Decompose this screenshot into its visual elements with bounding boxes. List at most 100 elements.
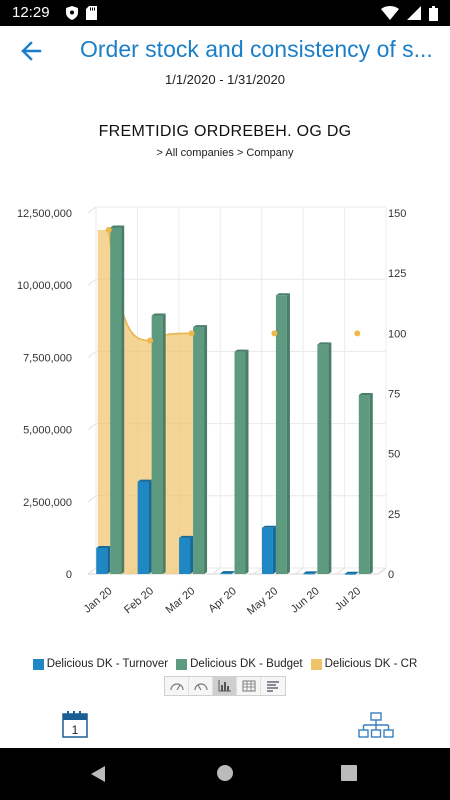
x-tick-label: Apr 20 bbox=[206, 585, 239, 615]
bar-budget-top bbox=[151, 313, 166, 316]
y-right-tick-label: 75 bbox=[388, 389, 400, 401]
legend-item-cr[interactable]: Delicious DK - CR bbox=[310, 658, 418, 670]
bar-turnover-side bbox=[107, 546, 111, 574]
chart-breadcrumb[interactable]: > All companies > Company bbox=[156, 147, 294, 159]
bar-budget-top bbox=[317, 342, 332, 345]
status-bar: 12:29 bbox=[0, 0, 450, 26]
x-tick-label: Jun 20 bbox=[289, 585, 322, 615]
nav-back-icon[interactable] bbox=[89, 764, 107, 784]
y-right-tick-label: 25 bbox=[388, 509, 400, 521]
bar-turnover bbox=[179, 537, 191, 574]
calendar-button[interactable]: 1 bbox=[62, 710, 88, 738]
bar-budget-top bbox=[358, 392, 373, 395]
y-left-tick-label: 7,500,000 bbox=[23, 352, 72, 364]
hierarchy-button[interactable] bbox=[358, 712, 394, 738]
bar-budget-side bbox=[121, 225, 125, 574]
bar-turnover-side bbox=[314, 571, 318, 574]
bar-turnover-top bbox=[179, 535, 194, 538]
bar-budget-side bbox=[204, 325, 208, 574]
bar-turnover-top bbox=[344, 571, 359, 574]
legend-swatch-budget bbox=[176, 658, 188, 670]
cr-point bbox=[354, 330, 361, 337]
bar-turnover bbox=[261, 527, 273, 574]
grid-depth-line bbox=[87, 423, 97, 431]
grid-floor-line bbox=[336, 567, 345, 575]
legend-label-budget: Delicious DK - Budget bbox=[190, 658, 303, 670]
bar-budget-top bbox=[275, 293, 290, 296]
table-icon bbox=[242, 680, 255, 692]
legend: Delicious DK - Turnover Delicious DK - B… bbox=[0, 658, 450, 670]
bar-budget bbox=[193, 327, 205, 574]
gauge-icon bbox=[169, 683, 184, 691]
x-tick-label: Feb 20 bbox=[122, 585, 156, 616]
bar-turnover bbox=[303, 573, 315, 575]
x-tick-label: Mar 20 bbox=[164, 585, 198, 616]
cr-point bbox=[188, 330, 195, 337]
grid-depth-line bbox=[87, 278, 97, 286]
gauge-button[interactable] bbox=[165, 677, 189, 695]
gauge-alt-button[interactable] bbox=[189, 677, 213, 695]
x-axis-depth bbox=[377, 567, 387, 575]
y-left-tick-label: 0 bbox=[66, 569, 72, 581]
bar-turnover-top bbox=[137, 479, 152, 482]
bar-turnover bbox=[137, 481, 149, 574]
calendar-day: 1 bbox=[72, 723, 79, 737]
wifi-icon bbox=[381, 6, 399, 20]
calendar-icon: 1 bbox=[62, 711, 88, 738]
y-right-tick-label: 150 bbox=[388, 208, 406, 220]
legend-swatch-turnover bbox=[32, 658, 44, 670]
grid-floor-line bbox=[87, 567, 97, 575]
y-left-tick-label: 10,000,000 bbox=[17, 280, 72, 292]
chart[interactable]: 0 2,500,000 5,000,000 7,500,000 10,000,000 12… bbox=[0, 190, 450, 650]
x-tick-label: May 20 bbox=[245, 585, 280, 617]
bar-turnover bbox=[220, 573, 232, 575]
signal-icon bbox=[407, 6, 421, 20]
grid-depth-line bbox=[87, 350, 97, 358]
legend-item-budget[interactable]: Delicious DK - Budget bbox=[176, 658, 303, 670]
report-icon bbox=[267, 681, 279, 692]
y-left-tick-label: 5,000,000 bbox=[23, 425, 72, 437]
table-button[interactable] bbox=[237, 677, 261, 695]
bar-turnover-top bbox=[220, 571, 235, 574]
bar-chart-icon bbox=[218, 680, 231, 692]
battery-icon bbox=[429, 6, 438, 21]
y-left-tick-label: 2,500,000 bbox=[23, 497, 72, 509]
bar-budget bbox=[317, 344, 329, 574]
back-button[interactable] bbox=[14, 36, 48, 66]
nav-bar bbox=[0, 748, 450, 800]
grid-floor-line bbox=[253, 567, 263, 575]
bar-budget bbox=[234, 351, 246, 574]
date-range[interactable]: 1/1/2020 - 1/31/2020 bbox=[165, 72, 285, 87]
bar-turnover-side bbox=[231, 571, 235, 574]
y-right-tick-label: 100 bbox=[388, 328, 406, 340]
cr-point bbox=[147, 337, 154, 344]
legend-label-turnover: Delicious DK - Turnover bbox=[46, 658, 169, 670]
legend-label-cr: Delicious DK - CR bbox=[324, 658, 418, 670]
bar-budget-top bbox=[234, 349, 249, 352]
y-right-tick-label: 0 bbox=[388, 569, 394, 581]
app-bar: Order stock and consistency of s... 1/1/… bbox=[0, 26, 450, 102]
bar-budget-top bbox=[110, 225, 125, 228]
gauge-alt-icon bbox=[193, 683, 208, 691]
legend-item-turnover[interactable]: Delicious DK - Turnover bbox=[32, 658, 169, 670]
bar-budget-side bbox=[162, 313, 166, 574]
status-icons-right bbox=[381, 6, 438, 21]
cr-point bbox=[271, 330, 278, 337]
status-time: 12:29 bbox=[12, 4, 50, 21]
sd-card-icon bbox=[86, 6, 97, 20]
nav-home-icon[interactable] bbox=[216, 764, 234, 782]
x-tick-label: Jan 20 bbox=[82, 585, 115, 615]
bar-budget-side bbox=[369, 392, 373, 574]
bar-budget-side bbox=[286, 293, 290, 574]
chart-type-toolbar bbox=[164, 676, 286, 696]
bar-turnover-top bbox=[303, 571, 318, 574]
report-button[interactable] bbox=[261, 677, 285, 695]
y-left-tick-label: 12,500,000 bbox=[17, 208, 72, 220]
bar-chart-button[interactable] bbox=[213, 677, 237, 695]
grid-depth-line bbox=[87, 206, 97, 214]
y-right-tick-label: 125 bbox=[388, 268, 406, 280]
bar-turnover-top bbox=[96, 546, 111, 549]
bar-turnover bbox=[96, 548, 108, 574]
arrow-left-icon bbox=[21, 41, 42, 61]
nav-recent-icon[interactable] bbox=[341, 765, 357, 781]
